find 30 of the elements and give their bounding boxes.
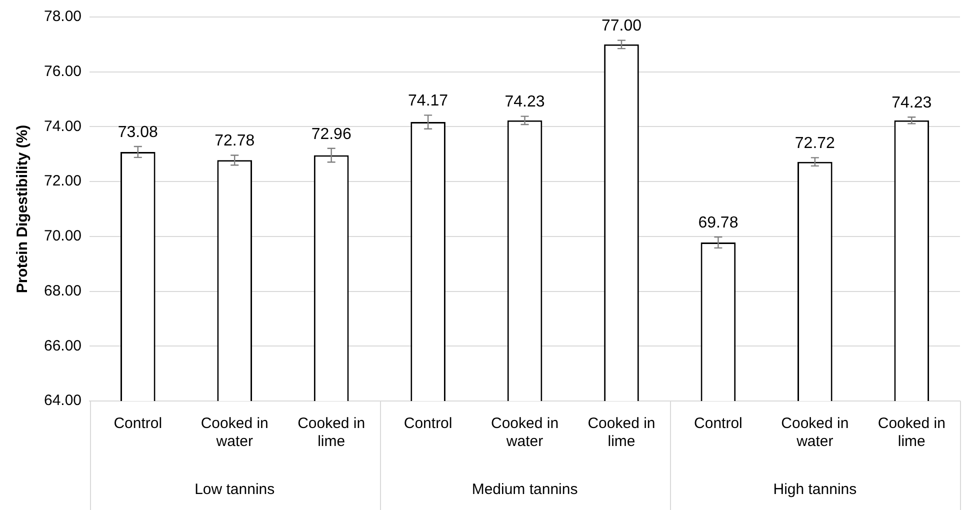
- x-tick-label: Cooked in water: [781, 415, 849, 450]
- x-tick-label: Cooked in lime: [588, 415, 656, 450]
- data-label: 69.78: [698, 214, 738, 232]
- x-tick-label: Cooked in water: [200, 415, 268, 450]
- data-label: 73.08: [118, 124, 158, 141]
- x-tick-label: Control: [404, 415, 452, 432]
- x-tick-label: Control: [114, 415, 162, 432]
- y-tick-label: 64.00: [44, 392, 82, 410]
- x-tick-label: Cooked in water: [490, 415, 559, 450]
- data-label: 74.17: [408, 92, 448, 110]
- x-tick-label: Cooked in lime: [878, 415, 946, 450]
- x-tick-label: Cooked in lime: [298, 415, 366, 450]
- text: Medium tannins: [472, 481, 578, 498]
- y-tick-label: 66.00: [44, 337, 82, 354]
- data-label: 72.96: [311, 126, 352, 143]
- y-tick-label: 70.00: [44, 228, 82, 245]
- x-tick-label: Control: [694, 415, 742, 432]
- data-label: 72.72: [794, 135, 836, 152]
- y-tick-label: 76.00: [44, 63, 82, 80]
- data-label: 72.78: [214, 132, 255, 150]
- data-label: 74.23: [892, 94, 932, 112]
- data-label: 77.00: [601, 18, 642, 35]
- y-tick-label: 78.00: [44, 8, 82, 26]
- text: Low tannins: [194, 481, 275, 498]
- y-tick-label: 72.00: [44, 172, 82, 190]
- y-axis-title: Protein Digestibility (%): [14, 124, 32, 294]
- text: High tannins: [773, 481, 857, 498]
- data-label: 74.23: [504, 94, 545, 111]
- y-tick-label: 74.00: [44, 118, 82, 135]
- y-tick-label: 68.00: [44, 282, 82, 300]
